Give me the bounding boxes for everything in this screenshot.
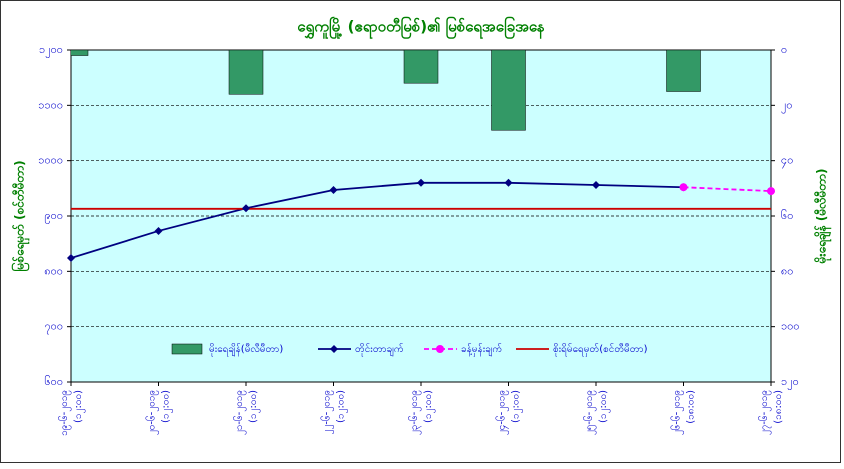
x-tick-time: (၁၈:၀၀) bbox=[686, 390, 697, 424]
rain-bar bbox=[71, 50, 89, 56]
x-tick-time: (၁၂:၀၀) bbox=[598, 390, 611, 423]
point bbox=[154, 226, 163, 235]
y-tick-label: ၈၀၀ bbox=[44, 264, 63, 277]
point bbox=[767, 187, 775, 196]
legend-label: ခန့်မှန်းချက် bbox=[461, 342, 502, 357]
x-tick-time: (၁၂:၀၀) bbox=[161, 390, 174, 423]
rain-bar bbox=[403, 50, 439, 84]
x-tick-time: (၁၂:၀၀) bbox=[511, 390, 524, 423]
y2-axis-title: မိုးရေချိန် (မီလီမီတာ) bbox=[813, 169, 833, 265]
x-tick-label: ၂၂-၆-၂၀၁၉ bbox=[320, 390, 335, 434]
rain-bar bbox=[228, 50, 264, 95]
plot-content bbox=[71, 50, 771, 259]
x-tick-time: (၁၂:၀၀) bbox=[423, 390, 436, 423]
y2-tick-label: ၀ bbox=[781, 43, 787, 56]
y-tick-label: ၇၀၀ bbox=[44, 320, 63, 335]
y-tick-label: ၁၀၀၀ bbox=[38, 154, 63, 167]
y-axis-title: မြစ်ရေမှတ် (စင်တီမီတာ) bbox=[10, 160, 31, 271]
y-tick-label: ၉၀၀ bbox=[44, 209, 63, 224]
series-line bbox=[71, 181, 684, 259]
point bbox=[592, 181, 600, 190]
point bbox=[417, 178, 425, 187]
y2-tick-label: ၁၀၀ bbox=[781, 320, 800, 333]
y2-tick-label: ၄၀ bbox=[781, 154, 793, 169]
x-tick-label: ၂၀-၆-၂၀၁၉ bbox=[145, 390, 160, 435]
point bbox=[242, 204, 250, 213]
point bbox=[504, 178, 513, 187]
rain-bar bbox=[491, 50, 526, 131]
x-tick-label: ၂၇-၆-၂၀၁၉ bbox=[757, 390, 772, 435]
x-tick-label: ၂၆-၆-၂၀၁၉ bbox=[670, 390, 685, 435]
x-tick-label: ၂၅-၆-၂၀၁၉ bbox=[582, 390, 597, 435]
x-tick-time: (၁၂:၀၀) bbox=[73, 390, 86, 423]
legend-swatch bbox=[171, 343, 203, 355]
legend-marker bbox=[436, 345, 444, 353]
point bbox=[67, 254, 75, 263]
y2-tick-label: ၆၀ bbox=[781, 209, 793, 222]
y2-tick-label: ၈၀ bbox=[781, 264, 793, 277]
point bbox=[679, 183, 688, 192]
x-tick-label: ၂၁-၆-၂၀၁၉ bbox=[232, 390, 247, 435]
x-tick-time: (၁၈:၀၀) bbox=[773, 390, 784, 424]
y-tick-label: ၁၂၀၀ bbox=[39, 43, 63, 58]
series-line bbox=[683, 186, 771, 192]
point bbox=[329, 185, 338, 194]
legend-label: စိုးရိမ်ရေမှတ်(စင်တီမီတာ) bbox=[553, 342, 648, 357]
x-tick-label: ၂၄-၆-၂၀၁၉ bbox=[495, 390, 510, 435]
x-tick-label: ၁၉-၆-၂၀၁၉ bbox=[57, 390, 72, 436]
y2-tick-label: ၂၀ bbox=[781, 98, 793, 113]
y-tick-label: ၆၀၀ bbox=[44, 375, 63, 388]
legend-marker bbox=[330, 345, 338, 353]
rain-bar bbox=[666, 50, 701, 92]
x-tick-label: ၂၃-၆-၂၀၁၉ bbox=[407, 390, 422, 435]
x-tick-time: (၁၂:၀၀) bbox=[336, 390, 349, 423]
y-tick-label: ၁၁၀၀ bbox=[38, 98, 63, 111]
legend-label: မိုးရေချိန်(မီလီမီတာ) bbox=[209, 342, 283, 357]
legend-label: တိုင်းတာချက် bbox=[355, 342, 404, 357]
y2-tick-label: ၁၂၀ bbox=[781, 375, 799, 390]
x-tick-time: (၁၂:၀၀) bbox=[248, 390, 261, 423]
